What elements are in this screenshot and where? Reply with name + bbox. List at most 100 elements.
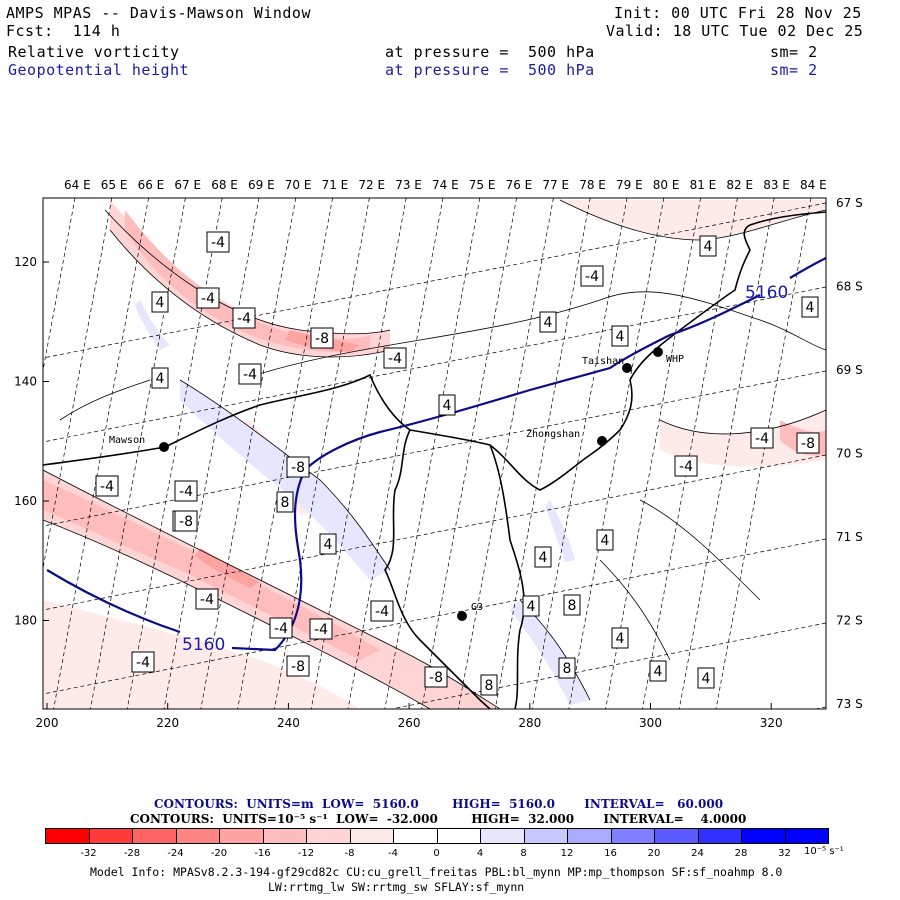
meridian-line bbox=[531, 198, 628, 709]
vorticity-label: -4 bbox=[243, 367, 257, 383]
map-fill-layer bbox=[43, 200, 826, 709]
lon-label: 78 E bbox=[579, 178, 606, 192]
station-label: Taishan bbox=[582, 356, 624, 367]
station-label: WHP bbox=[666, 354, 684, 365]
x-axis-ticks: 200 220 240 260 280 300 320 bbox=[36, 703, 783, 730]
vorticity-labels: -4 -4 -4 -4 -8 -4 -4 -4 4 4 4 -4 -4 4 4 -8 -4 -8 -4 8 8 4 4 -4 -… bbox=[95, 231, 820, 696]
vorticity-label-box bbox=[480, 674, 498, 696]
x-tick-label: 260 bbox=[398, 716, 421, 730]
vorticity-label-box bbox=[611, 627, 629, 649]
vorticity-label: -4 bbox=[314, 622, 328, 638]
lon-label: 65 E bbox=[101, 178, 128, 192]
graticule bbox=[43, 198, 826, 709]
station-marker bbox=[597, 436, 607, 446]
vorticity-label: 4 bbox=[156, 371, 165, 387]
lon-label: 64 E bbox=[64, 178, 91, 192]
vorticity-label-box bbox=[232, 307, 256, 329]
meridian-line bbox=[53, 198, 149, 709]
parallel-line bbox=[43, 202, 826, 359]
x-tick-label: 280 bbox=[518, 716, 541, 730]
colorbar-tick-label: 24 bbox=[691, 848, 704, 859]
vorticity-label-box bbox=[319, 533, 337, 555]
meridian-line bbox=[605, 198, 701, 709]
vorticity-label: 4 bbox=[806, 300, 815, 316]
vorticity-label-box bbox=[534, 546, 552, 568]
vorticity-label-box bbox=[674, 455, 698, 477]
vorticity-label-box bbox=[174, 510, 198, 532]
colorbar-segment bbox=[393, 828, 438, 844]
vorticity-label: -8 bbox=[801, 436, 815, 452]
colorbar-segment bbox=[567, 828, 612, 844]
vorticity-label-box bbox=[286, 456, 310, 478]
meridian-line bbox=[43, 198, 113, 570]
vorticity-label-box bbox=[286, 655, 310, 677]
vorticity-contour-info: CONTOURS: UNITS=10⁻⁵ s⁻¹ LOW= -32.000 HI… bbox=[130, 812, 747, 826]
vorticity-label: -8 bbox=[429, 670, 443, 686]
colorbar-segment bbox=[132, 828, 177, 844]
lon-label: 67 E bbox=[174, 178, 201, 192]
station-label: Mawson bbox=[109, 435, 145, 446]
vorticity-label: -4 bbox=[211, 235, 225, 251]
vorticity-label-box bbox=[151, 367, 169, 389]
vort-band-pos bbox=[180, 380, 390, 580]
vorticity-label-box bbox=[801, 296, 819, 318]
vorticity-label-box bbox=[522, 595, 540, 617]
colorbar-segment bbox=[219, 828, 264, 844]
vorticity-label: 4 bbox=[616, 329, 625, 345]
meridian-line bbox=[384, 198, 481, 709]
x-tick-label: 220 bbox=[156, 716, 179, 730]
vorticity-label: -8 bbox=[315, 331, 329, 347]
colorbar-segment bbox=[610, 828, 655, 844]
plot-frame bbox=[42, 197, 827, 710]
meridian-line bbox=[421, 198, 517, 709]
geopotential-contour bbox=[46, 257, 826, 652]
colorbar-segment bbox=[175, 828, 220, 844]
colorbar-segment bbox=[523, 828, 568, 844]
vorticity-label: 8 bbox=[568, 598, 577, 614]
lat-label: 69 S bbox=[836, 363, 863, 377]
colorbar-segment bbox=[436, 828, 481, 844]
vorticity-label-box bbox=[563, 594, 581, 616]
meridian-line bbox=[494, 198, 591, 709]
height-label-east: 5160 bbox=[745, 283, 788, 303]
vorticity-label: -4 bbox=[375, 604, 389, 620]
meridian-line bbox=[642, 198, 738, 709]
y-tick-label: 180 bbox=[14, 614, 37, 628]
vorticity-label-box bbox=[438, 394, 456, 416]
vorticity-label: 4 bbox=[702, 671, 711, 687]
colorbar-tick-label: -4 bbox=[388, 848, 398, 859]
colorbar-tick-label: -20 bbox=[210, 848, 228, 859]
colorbar-segment bbox=[306, 828, 351, 844]
colorbar-tick-label: -8 bbox=[344, 848, 355, 859]
vorticity-label-box bbox=[95, 475, 119, 497]
meridian-line bbox=[126, 198, 223, 709]
y-tick-label: 120 bbox=[14, 255, 37, 269]
vorticity-label-box bbox=[580, 265, 604, 287]
lat-label: 73 S bbox=[836, 697, 863, 711]
colorbar-segment bbox=[741, 828, 786, 844]
meridian-line bbox=[568, 198, 665, 709]
init-time: Init: 00 UTC Fri 28 Nov 25 bbox=[614, 4, 862, 22]
colorbar-tick-label: -32 bbox=[80, 848, 97, 859]
vort-band-neg-south bbox=[43, 470, 500, 709]
meridian-line bbox=[274, 198, 370, 709]
valid-time: Valid: 18 UTC Tue 02 Dec 25 bbox=[606, 22, 864, 40]
parallel-line bbox=[43, 286, 826, 443]
vorticity-label: 4 bbox=[544, 315, 553, 331]
lon-label: 84 E bbox=[800, 178, 827, 192]
field2-name: Geopotential height bbox=[8, 61, 190, 79]
meridian-line bbox=[347, 198, 444, 709]
vorticity-label-box bbox=[238, 363, 262, 385]
vorticity-label: 4 bbox=[616, 631, 625, 647]
station-marker bbox=[653, 347, 663, 357]
station-label: G3 bbox=[471, 602, 483, 613]
lon-label: 69 E bbox=[248, 178, 275, 192]
y-tick-label: 140 bbox=[14, 375, 37, 389]
vorticity-label-box bbox=[611, 325, 629, 347]
vorticity-label-box bbox=[697, 667, 715, 689]
lon-label: 66 E bbox=[138, 178, 165, 192]
longitude-labels: 64 E 65 E 66 E 67 E 68 E 69 E 70 E 71 E 72 E 73 E… bbox=[64, 178, 827, 192]
station-markers: Mawson Zhongshan Taishan WHP G3 bbox=[109, 347, 684, 621]
vorticity-label: 4 bbox=[156, 295, 165, 311]
vorticity-label-box bbox=[750, 427, 774, 449]
